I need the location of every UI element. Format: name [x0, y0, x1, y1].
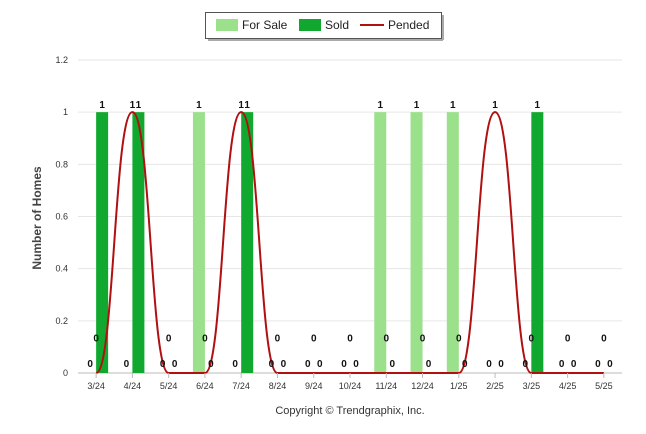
x-tick-label: 1/25: [450, 381, 468, 391]
data-label-for-sale: 1: [196, 100, 202, 111]
bars: [96, 112, 544, 374]
data-label-for-sale: 0: [269, 359, 275, 370]
y-tick-label: 0: [63, 368, 68, 378]
data-label-sold: 0: [498, 359, 504, 370]
x-tick-label: 3/24: [87, 381, 105, 391]
bar-sold: [241, 112, 254, 374]
data-label-sold: 0: [317, 359, 323, 370]
y-tick-label: 0.4: [55, 264, 68, 274]
data-label-sold: 0: [353, 359, 359, 370]
x-tick-label: 8/24: [269, 381, 287, 391]
x-tick-label: 4/25: [559, 381, 577, 391]
legend-swatch-sold: [299, 19, 321, 31]
data-label-for-sale: 1: [377, 100, 383, 111]
bar-for-sale: [446, 112, 459, 374]
y-tick-label: 1.2: [55, 55, 68, 65]
y-tick-label: 0.8: [55, 159, 68, 169]
data-label-for-sale: 0: [87, 359, 93, 370]
x-tick-label: 2/25: [486, 381, 504, 391]
x-tick-label: 5/25: [595, 381, 613, 391]
data-label-sold: 1: [244, 100, 250, 111]
bar-for-sale: [192, 112, 205, 374]
legend: For Sale Sold Pended: [205, 12, 444, 41]
x-axis-ticks: 3/24 4/24 5/24 6/24 7/24 8/24 9/24 10/24 11/24 12…: [87, 373, 613, 391]
x-tick-label: 5/24: [160, 381, 178, 391]
data-label-sold: 0: [462, 359, 468, 370]
data-label-for-sale: 0: [305, 359, 311, 370]
data-label-sold: 1: [136, 100, 142, 111]
legend-label: Pended: [388, 18, 429, 32]
data-label-for-sale: 1: [414, 100, 420, 111]
data-label-pended: 1: [238, 100, 244, 111]
x-tick-label: 6/24: [196, 381, 214, 391]
x-tick-label: 12/24: [411, 381, 434, 391]
legend-label: For Sale: [242, 18, 288, 32]
data-label-pended: 0: [456, 334, 462, 345]
data-label-sold: 1: [99, 100, 105, 111]
data-label-pended: 0: [529, 334, 535, 345]
data-label-pended: 0: [202, 334, 208, 345]
data-label-pended: 1: [492, 100, 498, 111]
x-tick-label: 11/24: [375, 381, 397, 391]
data-label-for-sale: 0: [595, 359, 601, 370]
data-label-for-sale: 0: [341, 359, 347, 370]
data-label-pended: 0: [601, 334, 607, 345]
data-label-sold: 0: [426, 359, 432, 370]
legend-swatch-for-sale: [216, 19, 238, 31]
legend-label: Sold: [325, 18, 349, 32]
data-label-for-sale: 1: [450, 100, 456, 111]
data-label-for-sale: 0: [124, 359, 130, 370]
data-label-sold: 1: [535, 100, 541, 111]
x-tick-label: 4/24: [124, 381, 142, 391]
data-label-for-sale: 0: [559, 359, 565, 370]
bar-sold: [96, 112, 109, 374]
data-label-sold: 0: [281, 359, 287, 370]
y-tick-label: 0.2: [55, 316, 68, 326]
data-label-pended: 0: [420, 334, 426, 345]
y-axis-label: Number of Homes: [30, 166, 44, 270]
data-label-pended: 0: [565, 334, 571, 345]
y-axis-ticks: 0 0.2 0.4 0.6 0.8 1 1.2: [55, 55, 68, 378]
data-label-pended: 0: [275, 334, 281, 345]
data-label-sold: 0: [571, 359, 577, 370]
data-label-pended: 0: [166, 334, 172, 345]
data-label-pended: 0: [383, 334, 389, 345]
x-tick-label: 10/24: [339, 381, 362, 391]
y-tick-label: 0.6: [55, 212, 68, 222]
y-tick-label: 1: [63, 107, 68, 117]
data-label-sold: 0: [389, 359, 395, 370]
data-label-pended: 0: [93, 334, 99, 345]
data-label-sold: 0: [607, 359, 613, 370]
data-label-pended: 0: [311, 334, 317, 345]
bar-for-sale: [410, 112, 423, 374]
data-label-for-sale: 0: [160, 359, 166, 370]
data-label-for-sale: 0: [523, 359, 529, 370]
data-label-for-sale: 0: [232, 359, 238, 370]
bar-sold: [132, 112, 145, 374]
legend-box: [205, 12, 442, 39]
bar-sold: [531, 112, 544, 374]
x-tick-label: 7/24: [232, 381, 250, 391]
data-label-pended: 1: [130, 100, 136, 111]
data-label-for-sale: 0: [486, 359, 492, 370]
data-label-sold: 0: [208, 359, 214, 370]
data-label-pended: 0: [347, 334, 353, 345]
x-tick-label: 9/24: [305, 381, 323, 391]
x-tick-label: 3/25: [523, 381, 541, 391]
copyright: Copyright © Trendgraphix, Inc.: [275, 405, 424, 417]
data-label-sold: 0: [172, 359, 178, 370]
bar-for-sale: [374, 112, 387, 374]
